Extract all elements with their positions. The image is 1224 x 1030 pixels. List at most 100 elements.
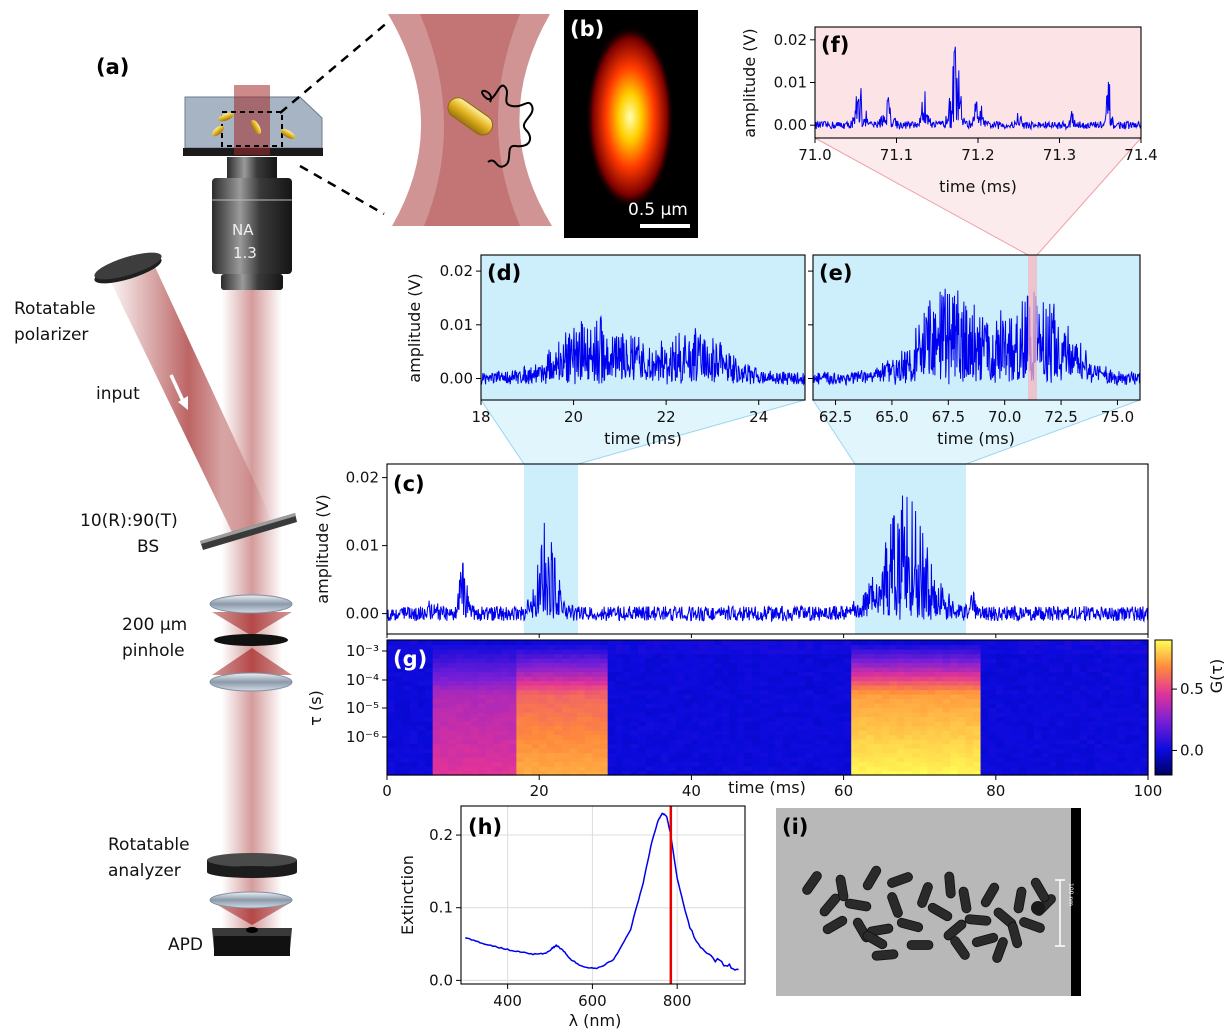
heatmap-cell	[995, 752, 1005, 758]
heatmap-cell	[721, 680, 731, 686]
heatmap-cell	[683, 698, 692, 704]
heatmap-cell	[653, 730, 662, 736]
heatmap-cell	[927, 730, 936, 736]
heatmap-cell	[455, 757, 464, 763]
heatmap-cell	[508, 770, 517, 776]
g-colorbar-label: G(τ)	[1207, 659, 1224, 694]
heatmap-cell	[463, 667, 472, 673]
heatmap-cell	[463, 770, 472, 776]
heatmap-cell	[562, 689, 571, 695]
heatmap-cell	[478, 757, 487, 763]
heatmap-cell	[782, 734, 791, 740]
nanorod	[992, 937, 1008, 963]
heatmap-cell	[782, 716, 791, 722]
heatmap-cell	[1087, 721, 1096, 727]
heatmap-cell	[889, 757, 898, 763]
heatmap-cell	[1132, 716, 1141, 722]
nanorod	[943, 919, 967, 941]
heatmap-cell	[1018, 739, 1027, 745]
heatmap-cell	[744, 770, 753, 776]
heatmap-cell	[942, 662, 951, 668]
heatmap-cell	[706, 707, 715, 713]
heatmap-cell	[988, 757, 997, 763]
heatmap-cell	[691, 725, 700, 731]
heatmap-cell	[957, 730, 966, 736]
heatmap-cell	[896, 761, 906, 767]
heatmap-cell	[904, 653, 913, 659]
heatmap-cell	[417, 680, 426, 686]
heatmap-cell	[394, 757, 403, 763]
heatmap-cell	[402, 676, 411, 682]
heatmap-cell	[721, 676, 731, 682]
heatmap-cell	[531, 662, 540, 668]
heatmap-cell	[934, 671, 944, 677]
objective-lens: NA 1.3	[212, 157, 292, 290]
heatmap-cell	[1056, 712, 1065, 718]
heatmap-cell	[615, 734, 624, 740]
heatmap-cell	[531, 716, 540, 722]
heatmap-cell	[919, 703, 928, 709]
heatmap-cell	[622, 644, 632, 650]
psf-panel: (b) 0.5 μm	[564, 10, 698, 238]
heatmap-cell	[820, 658, 829, 664]
heatmap-cell	[478, 671, 487, 677]
heatmap-cell	[1087, 698, 1096, 704]
heatmap-cell	[927, 685, 936, 691]
heatmap-cell	[447, 743, 457, 749]
heatmap-cell	[752, 707, 761, 713]
heatmap-cell	[896, 716, 906, 722]
heatmap-cell	[995, 734, 1005, 740]
heatmap-cell	[790, 707, 799, 713]
heatmap-cell	[759, 707, 769, 713]
heatmap-cell	[523, 739, 533, 745]
heatmap-cell	[995, 698, 1005, 704]
heatmap-cell	[493, 716, 502, 722]
heatmap-cell	[1125, 757, 1134, 763]
heatmap-cell	[1041, 658, 1050, 664]
heatmap-cell	[615, 662, 624, 668]
heatmap-cell	[1109, 770, 1119, 776]
heatmap-cell	[835, 649, 845, 655]
heatmap-cell	[699, 653, 708, 659]
heatmap-cell	[759, 730, 769, 736]
heatmap-cell	[653, 649, 662, 655]
heatmap-cell	[828, 689, 837, 695]
heatmap-cell	[569, 712, 578, 718]
heatmap-cell	[1011, 734, 1020, 740]
heatmap-cell	[1079, 761, 1088, 767]
heatmap-cell	[584, 685, 594, 691]
heatmap-cell	[455, 707, 464, 713]
heatmap-cell	[896, 698, 906, 704]
heatmap-cell	[767, 725, 776, 731]
heatmap-cell	[470, 725, 479, 731]
heatmap-cell	[615, 644, 624, 650]
heatmap-cell	[835, 721, 845, 727]
heatmap-cell	[1125, 770, 1134, 776]
heatmap-cell	[835, 680, 845, 686]
heatmap-cell	[1071, 721, 1081, 727]
x-tick-label: 65.0	[875, 408, 908, 426]
heatmap-cell	[463, 748, 472, 754]
heatmap-cell	[980, 671, 989, 677]
heatmap-cell	[858, 680, 868, 686]
heatmap-cell	[1117, 770, 1126, 776]
heatmap-cell	[516, 689, 525, 695]
heatmap-cell	[813, 703, 822, 709]
heatmap-cell	[653, 743, 662, 749]
heatmap-cell	[874, 703, 883, 709]
heatmap-cell	[706, 662, 715, 668]
heatmap-cell	[721, 716, 731, 722]
heatmap-cell	[402, 730, 411, 736]
heatmap-cell	[516, 770, 525, 776]
heatmap-cell	[729, 743, 738, 749]
heatmap-cell	[1041, 770, 1050, 776]
heatmap-cell	[508, 743, 517, 749]
heatmap-cell	[607, 662, 616, 668]
heatmap-cell	[645, 703, 654, 709]
heatmap-cell	[630, 770, 639, 776]
heatmap-cell	[660, 734, 670, 740]
heatmap-cell	[569, 725, 578, 731]
heatmap-cell	[1011, 680, 1020, 686]
heatmap-cell	[699, 707, 708, 713]
heatmap-cell	[729, 766, 738, 772]
